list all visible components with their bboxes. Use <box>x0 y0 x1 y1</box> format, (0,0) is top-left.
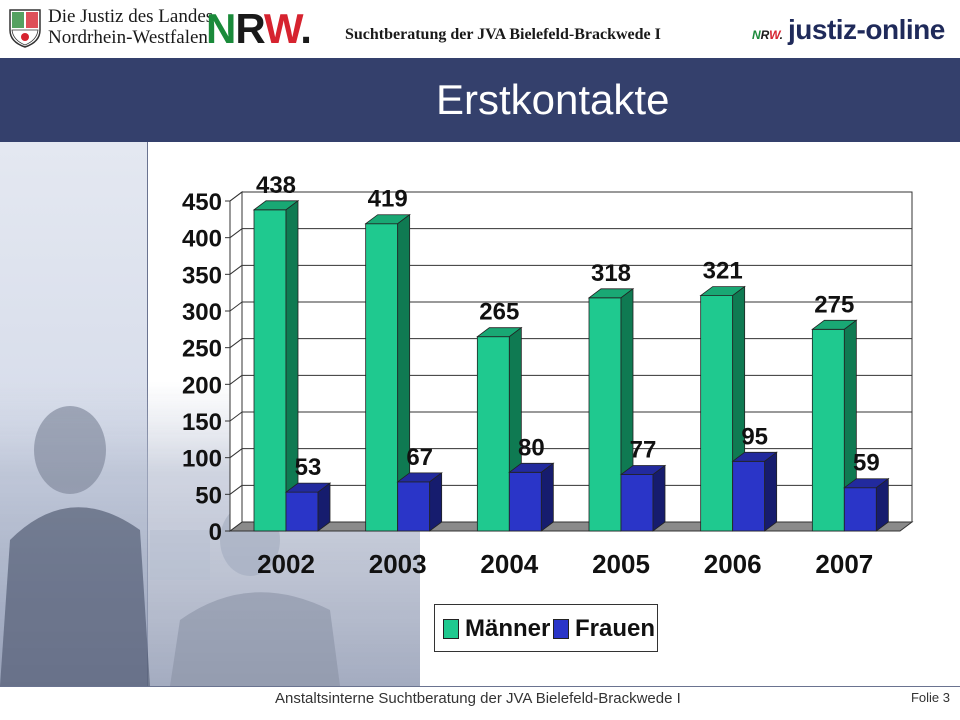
justiz-line1: Die Justiz des Landes <box>48 6 214 27</box>
nrw-logo: NRW. <box>206 5 312 52</box>
gridline-diag <box>229 264 243 275</box>
bar-frauen-2004 <box>508 471 542 532</box>
justiz-wordmark: Die Justiz des Landes Nordrhein-Westfale… <box>48 6 213 48</box>
chart-labels: 438 53 419 67 265 80 318 77 321 95 275 59 <box>256 172 880 481</box>
chart-xlabels: 2002 2003 2004 2005 2006 2007 <box>257 549 873 579</box>
chart-legend: Männer Frauen <box>434 604 658 652</box>
x-tick-label-2007: 2007 <box>815 549 873 579</box>
data-label-frauen-2005: 77 <box>630 437 657 464</box>
gridline-diag <box>229 411 243 422</box>
data-label-frauen-2006: 95 <box>741 423 768 450</box>
bar-side-frauen-2002 <box>317 482 331 532</box>
bar-frauen-2005 <box>620 474 654 532</box>
data-label-maenner-2004: 265 <box>479 299 519 326</box>
y-tick-label: 300 <box>182 299 222 326</box>
slide-title: Erstkontakte <box>436 76 670 123</box>
justiz-online-wordmark: justiz-online <box>788 14 945 45</box>
data-label-maenner-2006: 321 <box>703 258 743 285</box>
y-tick-label: 200 <box>182 372 222 399</box>
data-label-maenner-2002: 438 <box>256 172 296 199</box>
y-tick-label: 0 <box>209 519 222 546</box>
gridline-diag <box>229 301 243 312</box>
bar-maenner-2003 <box>365 223 399 532</box>
legend-label-maenner: Männer <box>465 615 551 642</box>
chart-floor <box>228 521 914 532</box>
x-tick-label-2002: 2002 <box>257 549 315 579</box>
footer-divider <box>0 686 960 687</box>
gridline-diag <box>229 338 243 349</box>
gridline-diag <box>229 191 243 202</box>
chart-side-wall <box>229 191 243 532</box>
bar-frauen-2002 <box>285 491 319 532</box>
bar-frauen-2006 <box>732 460 766 532</box>
header-title: Suchtberatung der JVA Bielefeld-Brackwed… <box>345 26 661 43</box>
data-label-maenner-2003: 419 <box>368 186 408 213</box>
legend-swatch-frauen <box>553 619 569 639</box>
bar-side-frauen-2006 <box>764 451 778 532</box>
gridline-diag <box>229 228 243 239</box>
data-label-frauen-2004: 80 <box>518 434 545 461</box>
chart-walls <box>228 191 914 532</box>
data-label-frauen-2007: 59 <box>853 450 880 477</box>
justiz-online-prefix: NRW. <box>752 28 783 42</box>
legend-label-frauen: Frauen <box>575 615 656 642</box>
bar-side-maenner-2002 <box>285 200 299 532</box>
bar-frauen-2007 <box>843 487 877 532</box>
y-tick-label: 350 <box>182 262 222 289</box>
bar-side-frauen-2004 <box>540 462 554 532</box>
bar-maenner-2002 <box>253 209 287 532</box>
data-label-frauen-2002: 53 <box>295 454 322 481</box>
y-tick-label: 150 <box>182 409 222 436</box>
y-tick-label: 450 <box>182 189 222 216</box>
chart-back-wall <box>241 191 913 523</box>
slide-number: Folie 3 <box>910 690 950 705</box>
legend-swatch-maenner <box>443 619 459 639</box>
nrw-crest-icon <box>9 9 41 48</box>
y-tick-label: 100 <box>182 446 222 473</box>
chart-bars <box>252 200 890 532</box>
x-tick-label-2004: 2004 <box>480 549 538 579</box>
footer-text: Anstaltsinterne Suchtberatung der JVA Bi… <box>275 690 681 707</box>
legend-item-frauen: Frauen <box>553 615 655 643</box>
bar-side-frauen-2007 <box>875 477 889 532</box>
gridline-diag <box>229 448 243 459</box>
y-tick-label: 50 <box>195 482 222 509</box>
bar-maenner-2005 <box>588 297 622 532</box>
y-tick-label: 400 <box>182 226 222 253</box>
bar-side-frauen-2003 <box>429 472 443 532</box>
gridline-diag <box>229 484 243 495</box>
x-tick-label-2005: 2005 <box>592 549 650 579</box>
x-tick-label-2003: 2003 <box>369 549 427 579</box>
data-label-maenner-2007: 275 <box>814 291 854 318</box>
bar-maenner-2004 <box>476 336 510 532</box>
justiz-line2: Nordrhein-Westfalen <box>48 27 208 48</box>
data-label-maenner-2005: 318 <box>591 260 631 287</box>
bar-side-frauen-2005 <box>652 464 666 532</box>
gridline-diag <box>229 374 243 385</box>
header: Die Justiz des Landes Nordrhein-Westfale… <box>0 0 960 58</box>
y-tick-label: 250 <box>182 336 222 363</box>
data-label-frauen-2003: 67 <box>406 444 433 471</box>
bar-frauen-2003 <box>397 481 431 532</box>
bar-maenner-2006 <box>700 295 734 532</box>
bar-maenner-2007 <box>811 328 845 532</box>
title-band <box>0 58 960 142</box>
chart-ticks: 0 50 100 150 200 250 300 350 400 450 <box>182 189 231 546</box>
x-tick-label-2006: 2006 <box>704 549 762 579</box>
legend-item-maenner: Männer <box>443 615 550 643</box>
chart-grid <box>229 191 912 495</box>
